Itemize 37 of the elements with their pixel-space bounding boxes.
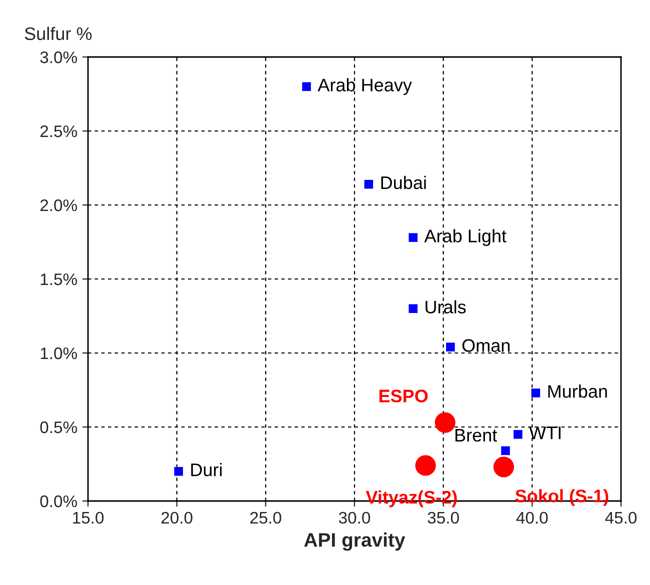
point <box>415 455 436 476</box>
point <box>364 180 374 189</box>
y-tick-label: 2.0% <box>40 199 77 212</box>
y-tick-label: 1.5% <box>40 273 77 286</box>
point <box>408 233 418 242</box>
point <box>446 342 455 352</box>
x-tick-label: 30.0 <box>338 512 370 524</box>
y-tick-label: 0.5% <box>40 421 77 434</box>
x-tick-label: 20.0 <box>161 512 192 524</box>
data-label: Dubai <box>381 176 426 190</box>
y-tick-label: 1.0% <box>40 347 77 360</box>
data-label: Brent <box>456 429 498 442</box>
point <box>408 304 418 313</box>
x-axis-title: API gravity <box>304 532 406 551</box>
x-tick-label: 40.0 <box>516 512 548 524</box>
data-label: Oman <box>462 339 510 352</box>
x-tick-label: 35.0 <box>428 512 459 524</box>
data-label: Arab Heavy <box>318 78 412 96</box>
data-label: Duri <box>191 462 222 476</box>
point <box>514 430 522 439</box>
x-tick-label: 15.0 <box>73 512 104 524</box>
point <box>302 82 311 91</box>
data-label: Arab Light <box>424 229 506 246</box>
data-label: ESPO <box>379 390 428 402</box>
y-tick-label: 2.5% <box>40 125 77 138</box>
point <box>174 467 183 476</box>
point <box>434 412 456 433</box>
x-tick-label: 45.0 <box>605 512 637 524</box>
point <box>531 388 540 398</box>
data-label: Urals <box>426 300 466 314</box>
data-label: Murban <box>548 384 607 398</box>
x-tick-label: 25.0 <box>250 512 282 524</box>
point <box>493 456 514 478</box>
point <box>501 446 510 456</box>
y-tick-label: 3.0% <box>40 51 77 64</box>
y-axis-title: Sulfur % <box>24 26 92 40</box>
y-tick-label: 0.0% <box>40 495 77 508</box>
